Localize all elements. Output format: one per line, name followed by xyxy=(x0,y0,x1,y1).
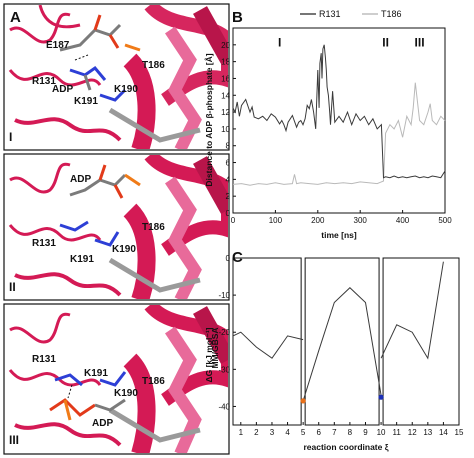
y-tick-label: -10 xyxy=(218,291,230,300)
frame-roman-label: I xyxy=(9,130,12,144)
residue-label: R131 xyxy=(32,238,56,249)
series-line-t186 xyxy=(232,82,446,186)
residue-label: T186 xyxy=(142,60,165,71)
x-tick-label: 5 xyxy=(301,428,306,437)
y-tick-label: 18 xyxy=(221,58,230,67)
y-axis-label-subscript: MM/GBSA xyxy=(210,327,220,368)
phase-label: II xyxy=(382,36,389,50)
x-tick-label: 400 xyxy=(396,216,410,225)
ligand-label: ADP xyxy=(70,174,91,185)
y-tick-label: 12 xyxy=(221,108,230,117)
x-tick-label: 4 xyxy=(285,428,290,437)
plot-frame xyxy=(232,257,302,426)
x-axis-label: time [ns] xyxy=(321,230,357,240)
y-tick-label: 0 xyxy=(226,254,231,263)
x-tick-label: 10 xyxy=(377,428,386,437)
y-tick-label: -20 xyxy=(218,328,230,337)
x-tick-label: 1 xyxy=(239,428,244,437)
frame-i: A E187 R131 ADP T186 K191 K190 I xyxy=(3,3,230,151)
y-axis: 0 2 4 6 8 10 12 14 16 18 20 xyxy=(221,41,236,218)
x-tick-label: 11 xyxy=(392,428,401,437)
residue-label: K190 xyxy=(112,244,136,255)
x-tick-label: 0 xyxy=(231,216,236,225)
series-group xyxy=(232,44,446,186)
y-tick-label: 2 xyxy=(226,192,231,201)
plot-frames xyxy=(232,257,460,426)
x-tick-label: 2 xyxy=(254,428,259,437)
y-tick-label: 0 xyxy=(226,209,231,218)
y-tick-label: -30 xyxy=(218,365,230,374)
y-tick-label: -40 xyxy=(218,402,230,411)
state-marker-1 xyxy=(300,398,306,404)
residue-label: T186 xyxy=(142,222,165,233)
x-tick-label: 9 xyxy=(363,428,368,437)
x-tick-label: 8 xyxy=(348,428,353,437)
y-tick-label: 14 xyxy=(221,91,230,100)
plot-frame xyxy=(382,257,460,426)
ligand-label: ADP xyxy=(52,84,73,95)
residue-label: K190 xyxy=(114,84,138,95)
y-tick-label: 8 xyxy=(226,142,231,151)
residue-label: R131 xyxy=(32,76,56,87)
y-axis: -40 -30 -20 -10 0 xyxy=(218,254,236,411)
residue-label: K191 xyxy=(70,254,94,265)
phase-labels: I II III xyxy=(278,36,425,50)
legend-label: T186 xyxy=(381,9,402,19)
x-tick-label: 6 xyxy=(316,428,321,437)
legend: R131 T186 xyxy=(300,9,402,19)
y-tick-label: 10 xyxy=(221,125,230,134)
residue-label: K191 xyxy=(74,96,98,107)
protein-render xyxy=(8,305,228,453)
phase-label: I xyxy=(278,36,281,50)
frame-roman-label: II xyxy=(9,280,16,294)
residue-label: K191 xyxy=(84,368,108,379)
y-tick-label: 6 xyxy=(226,159,231,168)
frame-ii: ADP R131 T186 K191 K190 II xyxy=(3,153,230,301)
panel-c: C -40-30-20-100 1 2 3 4 5 6 7 8 9 10 11 12 13 14 15 ΔG… xyxy=(204,249,464,452)
protein-render xyxy=(8,155,228,299)
x-tick-label: 12 xyxy=(408,428,417,437)
x-tick-label: 3 xyxy=(270,428,275,437)
energy-segment-1 xyxy=(232,331,304,359)
x-tick-label: 200 xyxy=(311,216,325,225)
y-axis-label-main: ΔG [kJ mol⁻¹] xyxy=(204,327,214,382)
x-tick-label: 500 xyxy=(438,216,452,225)
x-tick-label: 13 xyxy=(423,428,432,437)
plot-frame xyxy=(304,257,380,426)
residue-label: R131 xyxy=(32,354,56,365)
protein-render xyxy=(8,5,228,149)
series-line-r131 xyxy=(232,44,446,179)
series-group xyxy=(232,261,444,404)
x-axis: 0 100 200 300 400 500 xyxy=(231,210,452,225)
residue-label: E187 xyxy=(46,40,70,51)
x-axis: 1 2 3 4 5 6 7 8 9 10 11 12 13 14 15 xyxy=(239,422,464,437)
y-axis-label: ΔG [kJ mol⁻¹] xyxy=(204,327,214,382)
frame-iii: R131 K191 T186 K190 ADP III xyxy=(3,303,230,455)
legend-label: R131 xyxy=(319,9,341,19)
x-tick-label: 14 xyxy=(439,428,448,437)
frame-roman-label: III xyxy=(9,433,19,447)
x-tick-label: 100 xyxy=(269,216,283,225)
y-tick-label: 16 xyxy=(221,74,230,83)
residue-label: T186 xyxy=(142,376,165,387)
panel-a: A E187 R131 ADP T186 K191 K190 I xyxy=(3,3,230,455)
phase-label: III xyxy=(415,36,425,50)
residue-label: K190 xyxy=(114,388,138,399)
x-tick-label: 300 xyxy=(354,216,368,225)
panel-b-label: B xyxy=(232,9,243,26)
y-tick-label: 4 xyxy=(226,175,231,184)
x-axis-label: reaction coordinate ξ xyxy=(303,442,388,452)
x-tick-label: 15 xyxy=(455,428,464,437)
panel-a-label: A xyxy=(10,9,21,26)
ligand-label: ADP xyxy=(92,418,113,429)
energy-segment-2 xyxy=(302,287,382,402)
x-tick-label: 7 xyxy=(332,428,337,437)
energy-segment-3 xyxy=(380,261,444,360)
state-marker-2 xyxy=(378,394,384,400)
y-tick-label: 20 xyxy=(221,41,230,50)
y-axis-label: Distance to ADP β-phosphate [Å] xyxy=(204,53,214,186)
